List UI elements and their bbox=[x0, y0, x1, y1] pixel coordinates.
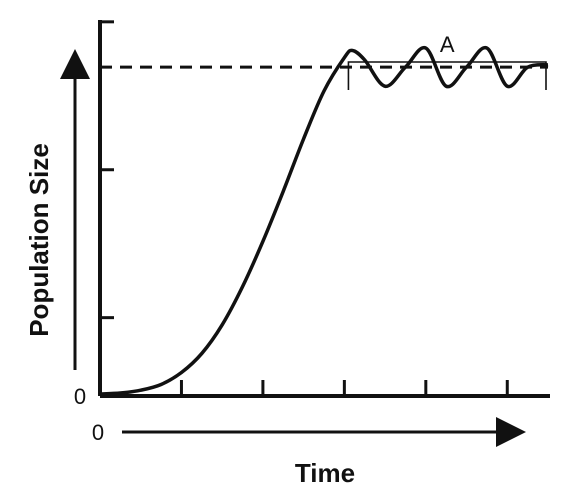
axes-group bbox=[98, 20, 550, 398]
annotation-bracket: A bbox=[347, 32, 547, 90]
population-curve bbox=[99, 45, 549, 396]
y-axis-title: Population Size bbox=[24, 143, 54, 337]
ticks-group bbox=[100, 20, 509, 394]
y-origin-label: 0 bbox=[74, 384, 86, 409]
bracket-line bbox=[347, 61, 547, 90]
bracket-label: A bbox=[440, 32, 455, 57]
x-axis-title: Time bbox=[295, 458, 355, 488]
x-origin-label: 0 bbox=[92, 420, 104, 445]
